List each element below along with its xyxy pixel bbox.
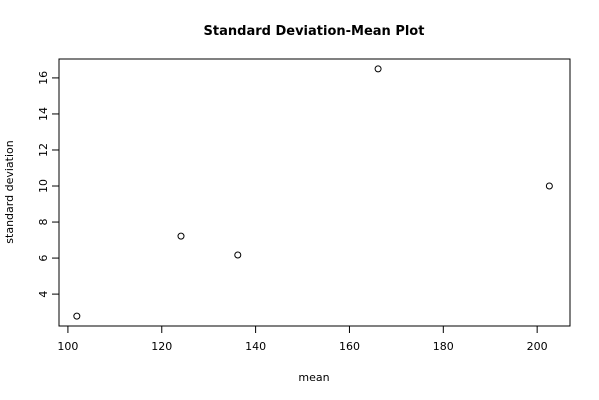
x-tick-label: 160 bbox=[339, 340, 360, 353]
y-tick-label: 4 bbox=[37, 291, 50, 298]
point bbox=[177, 232, 185, 240]
chart-title: Standard Deviation-Mean Plot bbox=[204, 24, 425, 39]
plot-frame bbox=[58, 58, 571, 327]
x-tick-label: 200 bbox=[527, 340, 548, 353]
point bbox=[73, 312, 81, 320]
point bbox=[234, 251, 242, 259]
y-tick-label: 14 bbox=[37, 107, 50, 121]
y-axis-label: standard deviation bbox=[3, 140, 16, 243]
point bbox=[545, 182, 553, 190]
x-tick-label: 100 bbox=[57, 340, 78, 353]
y-tick-label: 12 bbox=[37, 143, 50, 157]
y-tick-label: 10 bbox=[37, 179, 50, 193]
y-tick-label: 6 bbox=[37, 255, 50, 262]
x-tick-label: 120 bbox=[151, 340, 172, 353]
point bbox=[374, 65, 382, 73]
x-axis-label: mean bbox=[298, 371, 329, 384]
x-tick-label: 140 bbox=[245, 340, 266, 353]
x-tick-label: 180 bbox=[433, 340, 454, 353]
y-tick-label: 8 bbox=[37, 219, 50, 226]
y-tick-label: 16 bbox=[37, 71, 50, 85]
